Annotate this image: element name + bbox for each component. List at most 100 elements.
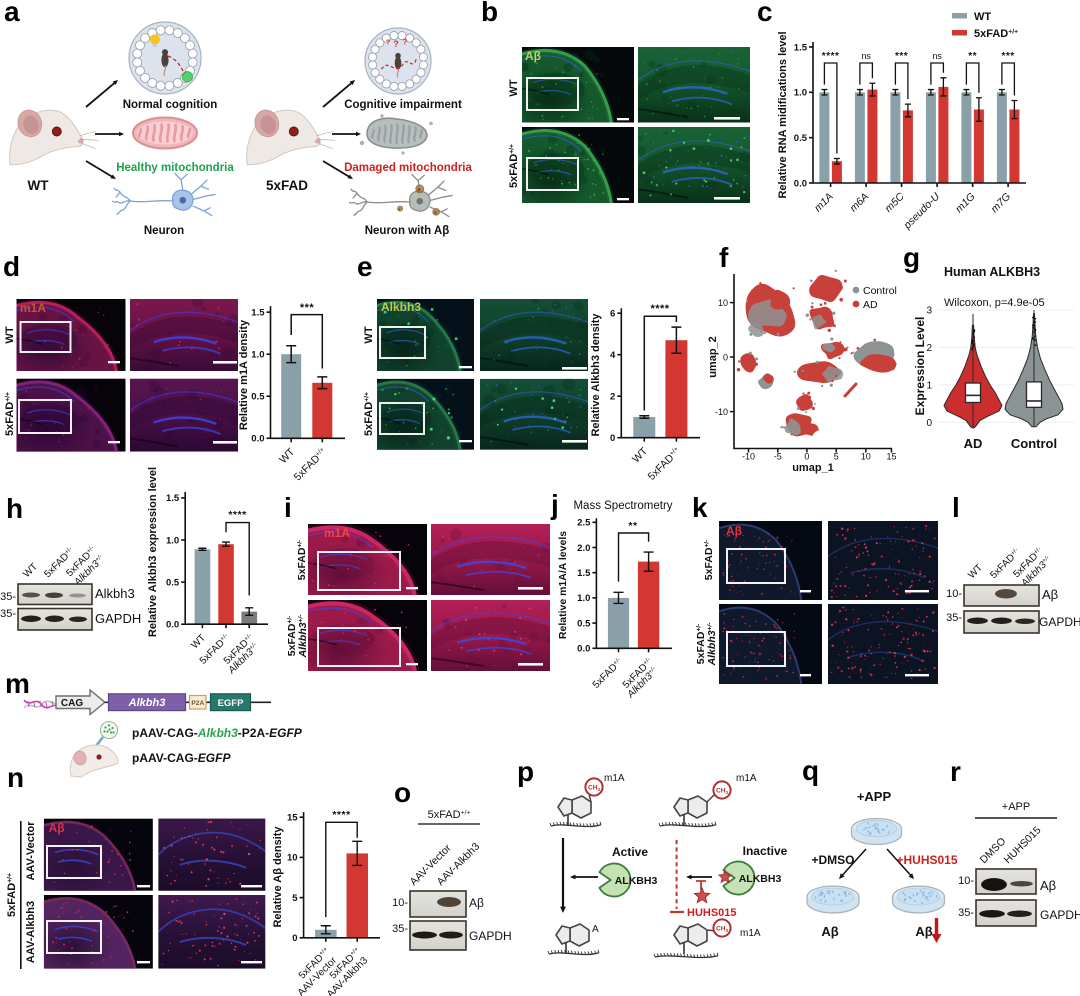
svg-text:15: 15 bbox=[886, 452, 896, 462]
svg-text:Relative m1A/A levels: Relative m1A/A levels bbox=[557, 531, 569, 639]
svg-text:5xFAD+/+: 5xFAD+/+ bbox=[508, 144, 520, 188]
svg-text:WT: WT bbox=[974, 11, 991, 23]
svg-text:1.5: 1.5 bbox=[577, 568, 591, 579]
svg-text:g: g bbox=[903, 242, 920, 273]
svg-text:CAG: CAG bbox=[61, 698, 83, 709]
svg-text:+HUHS015: +HUHS015 bbox=[896, 853, 957, 867]
svg-text:5xFAD+/+: 5xFAD+/+ bbox=[428, 809, 471, 821]
svg-text:10: 10 bbox=[718, 298, 728, 308]
svg-text:35-: 35- bbox=[392, 923, 408, 935]
svg-text:ns: ns bbox=[861, 51, 871, 61]
svg-text:-5: -5 bbox=[774, 452, 782, 462]
svg-text:AD: AD bbox=[863, 299, 878, 311]
svg-text:**: ** bbox=[968, 51, 977, 62]
svg-text:p: p bbox=[517, 756, 534, 787]
svg-text:Control: Control bbox=[1011, 436, 1057, 451]
svg-text:0: 0 bbox=[292, 933, 297, 944]
svg-text:+DMSO: +DMSO bbox=[811, 853, 854, 867]
svg-text:?: ? bbox=[393, 39, 399, 49]
svg-text:***: *** bbox=[1002, 51, 1015, 62]
svg-text:4: 4 bbox=[610, 350, 616, 361]
svg-text:5: 5 bbox=[292, 893, 298, 904]
svg-text:Healthy mitochondria: Healthy mitochondria bbox=[116, 162, 234, 174]
svg-text:c: c bbox=[757, 0, 773, 27]
svg-text:5xFAD+/+: 5xFAD+/+ bbox=[4, 392, 16, 436]
svg-text:h: h bbox=[6, 493, 23, 524]
svg-text:0.5: 0.5 bbox=[166, 577, 180, 588]
svg-text:m1A: m1A bbox=[740, 928, 761, 939]
svg-text:Relative RNA midifications lev: Relative RNA midifications level bbox=[777, 31, 789, 198]
svg-text:d: d bbox=[3, 251, 20, 282]
svg-text:umap_2: umap_2 bbox=[707, 336, 719, 378]
svg-text:2.0: 2.0 bbox=[577, 543, 590, 554]
svg-text:Wilcoxon, p=4.9e-05: Wilcoxon, p=4.9e-05 bbox=[944, 297, 1045, 309]
svg-text:1.5: 1.5 bbox=[794, 42, 808, 53]
svg-text:EGFP: EGFP bbox=[218, 698, 245, 709]
svg-text:AD: AD bbox=[964, 436, 983, 451]
svg-text:pAAV-CAG-EGFP: pAAV-CAG-EGFP bbox=[132, 751, 231, 765]
svg-text:ALKBH3: ALKBH3 bbox=[615, 875, 658, 887]
svg-text:6: 6 bbox=[610, 309, 615, 320]
svg-text:AAV-Alkbh3: AAV-Alkbh3 bbox=[25, 901, 37, 963]
svg-text:10: 10 bbox=[861, 452, 871, 462]
svg-text:****: **** bbox=[228, 509, 247, 521]
svg-text:n: n bbox=[7, 762, 24, 793]
svg-text:1.0: 1.0 bbox=[577, 593, 590, 604]
svg-text:m1A: m1A bbox=[20, 301, 46, 315]
svg-text:CH3: CH3 bbox=[716, 788, 728, 796]
svg-text:HUHS015: HUHS015 bbox=[687, 907, 737, 919]
svg-text:Cognitive impairment: Cognitive impairment bbox=[344, 99, 462, 111]
svg-text:m: m bbox=[5, 668, 30, 699]
svg-text:1.5: 1.5 bbox=[166, 493, 180, 504]
svg-text:35-: 35- bbox=[958, 907, 974, 919]
svg-text:Inactive: Inactive bbox=[743, 844, 788, 858]
svg-text:2: 2 bbox=[926, 343, 932, 354]
svg-text:5xFAD: 5xFAD bbox=[266, 178, 308, 193]
svg-text:j: j bbox=[550, 489, 559, 520]
svg-text:ns: ns bbox=[932, 51, 942, 61]
svg-text:0.5: 0.5 bbox=[794, 133, 808, 144]
svg-text:Human ALKBH3: Human ALKBH3 bbox=[944, 265, 1040, 279]
svg-text:Control: Control bbox=[863, 285, 897, 297]
svg-text:Aβ: Aβ bbox=[1042, 587, 1058, 602]
svg-text:a: a bbox=[4, 0, 20, 27]
svg-text:Normal cognition: Normal cognition bbox=[123, 99, 218, 111]
svg-text:Alkbh3: Alkbh3 bbox=[381, 300, 421, 314]
svg-text:WT: WT bbox=[28, 178, 50, 193]
svg-text:GAPDH: GAPDH bbox=[95, 611, 141, 626]
svg-text:2: 2 bbox=[610, 392, 615, 403]
svg-text:35-: 35- bbox=[946, 612, 962, 624]
svg-text:5xFAD+/+: 5xFAD+/+ bbox=[6, 873, 18, 917]
svg-text:P2A: P2A bbox=[191, 700, 204, 707]
svg-text:Alkbh3+/-: Alkbh3+/- bbox=[297, 615, 309, 659]
svg-text:CH3: CH3 bbox=[588, 785, 600, 793]
svg-text:l: l bbox=[952, 492, 960, 523]
svg-text:GAPDH: GAPDH bbox=[469, 929, 512, 943]
svg-text:e: e bbox=[357, 251, 373, 282]
svg-text:Alkbh3: Alkbh3 bbox=[128, 697, 166, 709]
svg-text:35-: 35- bbox=[0, 608, 16, 620]
svg-text:1.0: 1.0 bbox=[794, 88, 807, 99]
svg-text:5xFAD+/+: 5xFAD+/+ bbox=[974, 28, 1018, 40]
svg-text:10-: 10- bbox=[946, 588, 962, 600]
svg-text:q: q bbox=[802, 755, 819, 786]
svg-text:****: **** bbox=[822, 51, 840, 62]
svg-text:Aβ: Aβ bbox=[915, 924, 932, 939]
svg-text:GAPDH: GAPDH bbox=[1039, 615, 1080, 629]
svg-text:m1A: m1A bbox=[604, 773, 625, 784]
svg-text:0.5: 0.5 bbox=[251, 392, 265, 403]
svg-text:****: **** bbox=[650, 303, 669, 315]
svg-text:Mass Spectrometry: Mass Spectrometry bbox=[573, 500, 672, 512]
svg-text:+APP: +APP bbox=[857, 789, 892, 804]
svg-text:15: 15 bbox=[287, 813, 298, 824]
svg-text:0: 0 bbox=[926, 418, 932, 429]
svg-text:Expression Level: Expression Level bbox=[913, 317, 927, 416]
svg-text:0.0: 0.0 bbox=[794, 178, 807, 189]
svg-text:Aβ: Aβ bbox=[1040, 878, 1056, 893]
svg-text:Aβ: Aβ bbox=[525, 49, 541, 63]
svg-text:5xFAD+/-: 5xFAD+/- bbox=[695, 624, 707, 664]
svg-text:5xFAD+/+: 5xFAD+/+ bbox=[363, 392, 375, 436]
svg-text:r: r bbox=[950, 756, 961, 787]
svg-text:1.5: 1.5 bbox=[251, 307, 265, 318]
svg-text:2.5: 2.5 bbox=[577, 518, 591, 529]
